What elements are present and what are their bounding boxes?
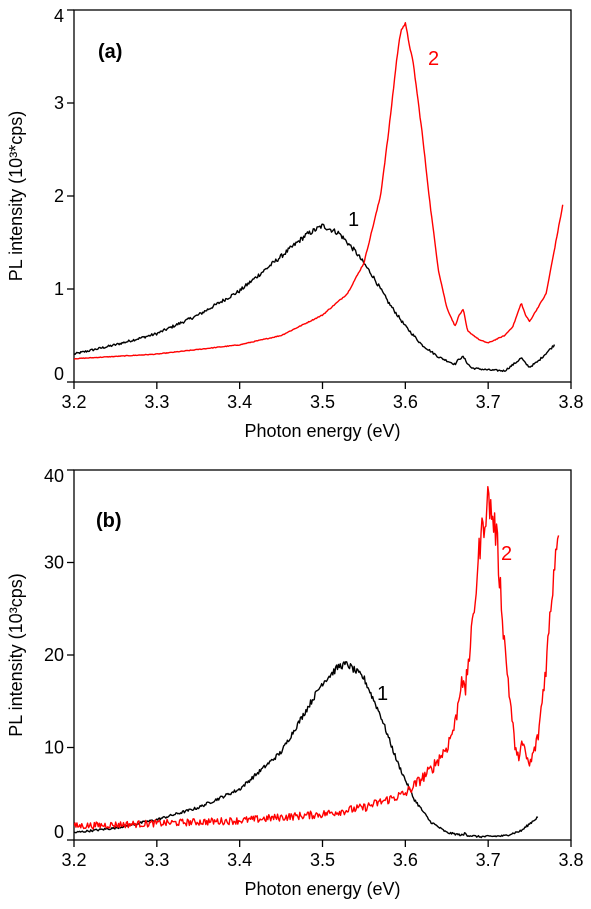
plot-frame (73, 9, 572, 383)
y-tick-label: 0 (54, 364, 64, 384)
x-tick-label: 3.5 (310, 850, 335, 870)
x-tick-label: 3.3 (144, 850, 169, 870)
panel-label: (a) (98, 41, 122, 63)
x-tick-label: 3.3 (144, 392, 169, 412)
x-tick-label: 3.4 (227, 850, 252, 870)
x-tick-label: 3.4 (227, 392, 252, 412)
y-axis-title: PL intensity (10³cps) (6, 573, 26, 736)
y-tick-label: 0 (54, 822, 64, 842)
series-line-2 (74, 21, 564, 360)
series-label-1: 1 (348, 209, 359, 231)
x-tick-label: 3.7 (476, 392, 501, 412)
x-tick-label: 3.2 (61, 850, 86, 870)
panel-label: (b) (96, 510, 122, 532)
x-tick-label: 3.6 (393, 392, 418, 412)
series-label-2: 2 (501, 543, 512, 565)
y-tick-label: 30 (44, 553, 64, 573)
x-tick-label: 3.8 (558, 392, 583, 412)
y-tick-label: 4 (54, 6, 64, 26)
y-axis-title: PL intensity (10³*cps) (6, 111, 26, 281)
y-tick-label: 10 (44, 738, 64, 758)
y-tick-label: 2 (54, 186, 64, 206)
series-line-1 (74, 660, 539, 839)
x-tick-label: 3.5 (310, 392, 335, 412)
x-axis-title: Photon energy (eV) (244, 879, 400, 899)
y-tick-label: 1 (54, 279, 64, 299)
y-tick-label: 20 (44, 645, 64, 665)
y-tick-label: 40 (44, 466, 64, 486)
x-tick-label: 3.7 (476, 850, 501, 870)
series-line-1 (74, 223, 556, 373)
chart-panel-1: 3.2 3.3 3.4 3.5 3.6 3.7 3.8 0 1 2 3 4 Photon energy … (6, 6, 584, 441)
x-tick-label: 3.2 (61, 392, 86, 412)
series-label-2: 2 (428, 48, 439, 70)
x-tick-label: 3.6 (393, 850, 418, 870)
x-tick-label: 3.8 (558, 850, 583, 870)
y-tick-label: 3 (54, 93, 64, 113)
chart-panel-2: 3.2 3.3 3.4 3.5 3.6 3.7 3.8 0 10 20 30 40 Photon ene… (6, 466, 584, 899)
x-axis-title: Photon energy (eV) (244, 421, 400, 441)
series-label-1: 1 (377, 683, 388, 705)
series-line-2 (74, 485, 560, 830)
